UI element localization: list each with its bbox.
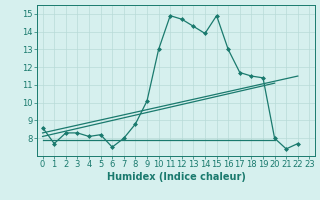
X-axis label: Humidex (Indice chaleur): Humidex (Indice chaleur) bbox=[107, 172, 245, 182]
